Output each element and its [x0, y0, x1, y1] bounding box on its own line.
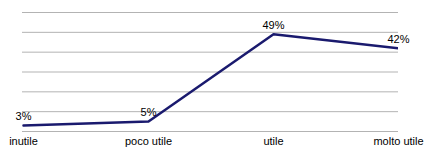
svg-text:3%: 3% [16, 110, 32, 122]
svg-text:49%: 49% [262, 19, 284, 31]
svg-text:utile: utile [263, 135, 283, 147]
svg-text:5%: 5% [141, 106, 157, 118]
svg-text:42%: 42% [387, 33, 409, 45]
svg-text:poco utile: poco utile [125, 135, 172, 147]
svg-text:inutile: inutile [9, 135, 38, 147]
svg-text:molto utile: molto utile [373, 135, 423, 147]
